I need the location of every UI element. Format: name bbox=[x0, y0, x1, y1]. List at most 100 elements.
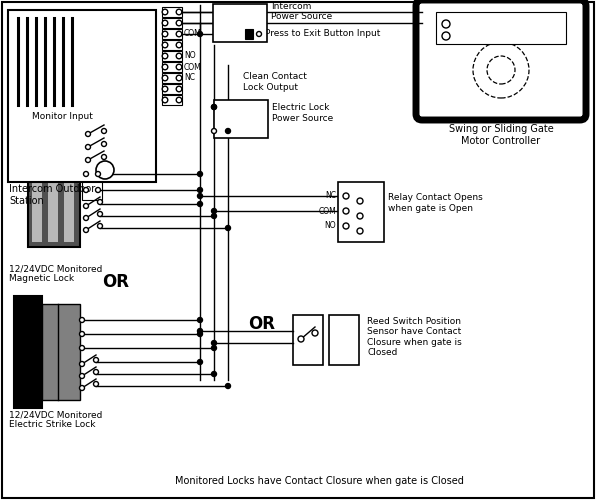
Text: OR: OR bbox=[249, 315, 275, 333]
Circle shape bbox=[83, 188, 88, 192]
Circle shape bbox=[212, 104, 216, 110]
Circle shape bbox=[343, 208, 349, 214]
Circle shape bbox=[79, 386, 85, 390]
Circle shape bbox=[85, 144, 91, 150]
Circle shape bbox=[83, 216, 88, 220]
Circle shape bbox=[162, 31, 168, 37]
Circle shape bbox=[162, 75, 168, 81]
Circle shape bbox=[357, 213, 363, 219]
Circle shape bbox=[212, 372, 216, 376]
Bar bbox=[213, 4, 267, 42]
Circle shape bbox=[176, 97, 182, 103]
Text: NC: NC bbox=[325, 192, 336, 200]
Circle shape bbox=[212, 346, 216, 350]
FancyBboxPatch shape bbox=[416, 0, 586, 120]
Text: 12/24VDC Monitored
Magnetic Lock: 12/24VDC Monitored Magnetic Lock bbox=[9, 264, 103, 283]
Circle shape bbox=[79, 346, 85, 350]
Circle shape bbox=[225, 226, 231, 230]
Circle shape bbox=[162, 42, 168, 48]
Circle shape bbox=[162, 53, 168, 59]
Bar bbox=[52, 162, 84, 178]
Circle shape bbox=[343, 223, 349, 229]
Circle shape bbox=[197, 32, 203, 36]
Circle shape bbox=[197, 172, 203, 176]
Text: Monitored Locks have Contact Closure when gate is Closed: Monitored Locks have Contact Closure whe… bbox=[175, 476, 464, 486]
Circle shape bbox=[298, 336, 304, 342]
Text: Intercom Outdoor
Station: Intercom Outdoor Station bbox=[9, 184, 95, 206]
Text: COM: COM bbox=[318, 206, 336, 216]
Circle shape bbox=[79, 318, 85, 322]
Circle shape bbox=[197, 360, 203, 364]
Bar bbox=[162, 40, 182, 50]
Circle shape bbox=[94, 382, 98, 386]
Circle shape bbox=[487, 56, 515, 84]
Bar bbox=[28, 144, 80, 247]
Bar bbox=[329, 315, 359, 365]
Circle shape bbox=[212, 208, 216, 214]
Bar bbox=[162, 73, 182, 83]
Circle shape bbox=[79, 362, 85, 366]
Circle shape bbox=[442, 32, 450, 40]
Text: Open Indicator: Open Indicator bbox=[455, 16, 517, 24]
Text: ~: ~ bbox=[233, 110, 249, 128]
Circle shape bbox=[162, 86, 168, 92]
Text: 12/24VDC Monitored
Electric Strike Lock: 12/24VDC Monitored Electric Strike Lock bbox=[9, 410, 103, 430]
Circle shape bbox=[312, 330, 318, 336]
Circle shape bbox=[101, 142, 107, 146]
Circle shape bbox=[98, 200, 103, 204]
Bar bbox=[436, 12, 566, 44]
Circle shape bbox=[98, 212, 103, 216]
Bar bbox=[42, 304, 80, 400]
Circle shape bbox=[162, 20, 168, 26]
Circle shape bbox=[343, 193, 349, 199]
Circle shape bbox=[357, 198, 363, 204]
Circle shape bbox=[197, 188, 203, 192]
Bar bbox=[162, 18, 182, 28]
Bar bbox=[48, 152, 58, 242]
Circle shape bbox=[176, 20, 182, 26]
Circle shape bbox=[197, 318, 203, 322]
Text: ~: ~ bbox=[232, 14, 248, 32]
Circle shape bbox=[85, 158, 91, 162]
Bar bbox=[245, 29, 253, 39]
Text: Monitor Input: Monitor Input bbox=[32, 112, 92, 121]
Circle shape bbox=[96, 161, 114, 179]
Text: OR: OR bbox=[103, 273, 129, 291]
Circle shape bbox=[101, 154, 107, 160]
Text: NO: NO bbox=[184, 52, 195, 60]
Bar bbox=[162, 51, 182, 61]
Text: Swing or Sliding Gate
Motor Controller: Swing or Sliding Gate Motor Controller bbox=[449, 124, 553, 146]
Circle shape bbox=[176, 86, 182, 92]
Circle shape bbox=[212, 340, 216, 345]
Circle shape bbox=[197, 328, 203, 334]
Circle shape bbox=[95, 172, 101, 176]
Text: NC: NC bbox=[184, 74, 195, 82]
Circle shape bbox=[95, 188, 101, 192]
Circle shape bbox=[83, 204, 88, 208]
Bar bbox=[28, 144, 80, 247]
Circle shape bbox=[162, 97, 168, 103]
Text: Intercom
Power Source: Intercom Power Source bbox=[271, 2, 332, 21]
Text: Clean Contact
Lock Output: Clean Contact Lock Output bbox=[243, 72, 307, 92]
Bar bbox=[14, 296, 42, 408]
Bar bbox=[338, 182, 384, 242]
Circle shape bbox=[176, 75, 182, 81]
Bar bbox=[162, 62, 182, 72]
Bar bbox=[162, 29, 182, 39]
Circle shape bbox=[212, 214, 216, 218]
Circle shape bbox=[212, 104, 216, 110]
Circle shape bbox=[176, 42, 182, 48]
Text: NO: NO bbox=[324, 222, 336, 230]
Circle shape bbox=[442, 20, 450, 28]
Circle shape bbox=[357, 228, 363, 234]
Text: Press to Exit Button Input: Press to Exit Button Input bbox=[265, 30, 380, 38]
Circle shape bbox=[225, 384, 231, 388]
Circle shape bbox=[79, 332, 85, 336]
Circle shape bbox=[176, 9, 182, 15]
Circle shape bbox=[162, 64, 168, 70]
Circle shape bbox=[98, 224, 103, 228]
Circle shape bbox=[256, 32, 262, 36]
Circle shape bbox=[162, 9, 168, 15]
Circle shape bbox=[101, 128, 107, 134]
Circle shape bbox=[83, 228, 88, 232]
